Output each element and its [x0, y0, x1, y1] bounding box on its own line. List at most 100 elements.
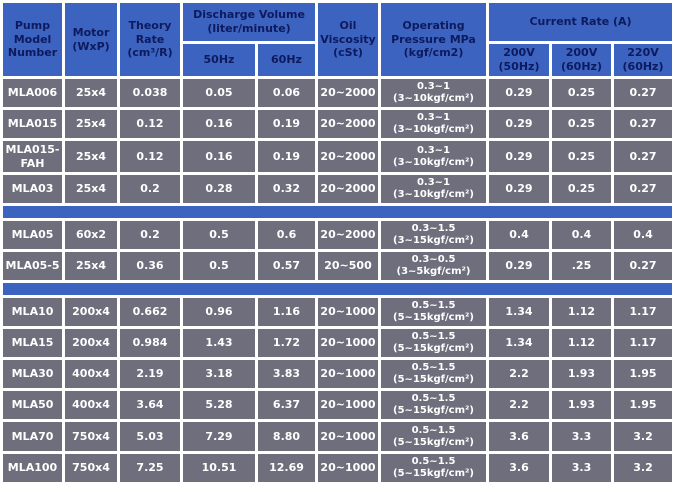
- cell-current-220v-60hz: 0.4: [614, 220, 673, 250]
- cell-current-200v-50hz: 1.34: [489, 328, 549, 358]
- cell-discharge-50hz: 0.28: [183, 175, 255, 204]
- cell-oil-viscosity: 20~2000: [318, 110, 378, 139]
- cell-discharge-50hz: 7.29: [183, 422, 255, 451]
- cell-motor: 60x2: [65, 220, 117, 250]
- cell-discharge-60hz: 6.37: [258, 391, 315, 420]
- cell-operating-pressure: 0.3~1 (3~10kgf/cm²): [381, 79, 486, 108]
- col-header-current-rate: Current Rate (A): [489, 3, 673, 41]
- cell-oil-viscosity: 20~1000: [318, 453, 378, 482]
- header-row-top: Pump Model Number Motor (WxP) Theory Rat…: [3, 3, 673, 76]
- cell-current-220v-60hz: 1.95: [614, 391, 673, 420]
- cell-pump-model: MLA70: [3, 422, 62, 451]
- cell-motor: 25x4: [65, 141, 117, 173]
- col-header-current-200v-60hz: 200V (60Hz): [552, 44, 611, 76]
- cell-discharge-50hz: 0.16: [183, 141, 255, 173]
- cell-current-200v-60hz: 1.93: [552, 360, 611, 389]
- cell-theory-rate: 0.36: [120, 252, 180, 281]
- cell-discharge-50hz: 5.28: [183, 391, 255, 420]
- cell-operating-pressure: 0.5~1.5 (5~15kgf/cm²): [381, 453, 486, 482]
- cell-current-220v-60hz: 0.27: [614, 110, 673, 139]
- cell-current-200v-60hz: 0.25: [552, 175, 611, 204]
- cell-theory-rate: 0.2: [120, 220, 180, 250]
- cell-theory-rate: 0.12: [120, 110, 180, 139]
- col-header-discharge-volume: Discharge Volume (liter/minute): [183, 3, 315, 41]
- cell-current-200v-50hz: 0.29: [489, 141, 549, 173]
- cell-current-200v-50hz: 0.4: [489, 220, 549, 250]
- cell-current-200v-60hz: 1.12: [552, 297, 611, 326]
- cell-theory-rate: 0.662: [120, 297, 180, 326]
- col-header-motor: Motor (WxP): [65, 3, 117, 76]
- col-header-theory-rate: Theory Rate (cm³/R): [120, 3, 180, 76]
- cell-oil-viscosity: 20~1000: [318, 422, 378, 451]
- table-body: MLA006 25x4 0.038 0.05 0.06 20~2000 0.3~1 (3~1…: [3, 79, 673, 482]
- section-separator: [3, 206, 673, 218]
- cell-pump-model: MLA50: [3, 391, 62, 420]
- col-header-discharge-50hz: 50Hz: [183, 44, 255, 76]
- col-header-pump-model: Pump Model Number: [3, 3, 62, 76]
- cell-current-220v-60hz: 3.2: [614, 453, 673, 482]
- cell-oil-viscosity: 20~2000: [318, 175, 378, 204]
- cell-motor: 200x4: [65, 328, 117, 358]
- cell-operating-pressure: 0.3~1.5 (3~15kgf/cm²): [381, 220, 486, 250]
- cell-discharge-60hz: 3.83: [258, 360, 315, 389]
- table-row: MLA015-FAH 25x4 0.12 0.16 0.19 20~2000 0.3~1 (…: [3, 141, 673, 173]
- cell-motor: 200x4: [65, 297, 117, 326]
- table-row: MLA006 25x4 0.038 0.05 0.06 20~2000 0.3~1 (3~1…: [3, 79, 673, 108]
- cell-operating-pressure: 0.3~1 (3~10kgf/cm²): [381, 110, 486, 139]
- cell-operating-pressure: 0.5~1.5 (5~15kgf/cm²): [381, 422, 486, 451]
- cell-motor: 25x4: [65, 175, 117, 204]
- cell-current-200v-60hz: 0.25: [552, 79, 611, 108]
- cell-theory-rate: 7.25: [120, 453, 180, 482]
- cell-discharge-50hz: 0.96: [183, 297, 255, 326]
- cell-motor: 400x4: [65, 391, 117, 420]
- cell-discharge-50hz: 0.5: [183, 252, 255, 281]
- table-row: MLA015 25x4 0.12 0.16 0.19 20~2000 0.3~1 (3~10…: [3, 110, 673, 139]
- cell-theory-rate: 3.64: [120, 391, 180, 420]
- cell-current-200v-50hz: 3.6: [489, 422, 549, 451]
- cell-discharge-60hz: 0.32: [258, 175, 315, 204]
- table-header: Pump Model Number Motor (WxP) Theory Rat…: [3, 3, 673, 76]
- table-row: MLA70 750x4 5.03 7.29 8.80 20~1000 0.5~1.5 (5~…: [3, 422, 673, 451]
- cell-pump-model: MLA30: [3, 360, 62, 389]
- cell-discharge-50hz: 1.43: [183, 328, 255, 358]
- cell-pump-model: MLA15: [3, 328, 62, 358]
- cell-current-200v-60hz: 0.25: [552, 110, 611, 139]
- cell-current-200v-60hz: 1.12: [552, 328, 611, 358]
- cell-motor: 25x4: [65, 110, 117, 139]
- cell-oil-viscosity: 20~1000: [318, 297, 378, 326]
- cell-operating-pressure: 0.5~1.5 (5~15kgf/cm²): [381, 297, 486, 326]
- cell-operating-pressure: 0.5~1.5 (5~15kgf/cm²): [381, 391, 486, 420]
- cell-current-220v-60hz: 1.17: [614, 297, 673, 326]
- table-row: MLA05 60x2 0.2 0.5 0.6 20~2000 0.3~1.5 (3~15kg…: [3, 220, 673, 250]
- cell-pump-model: MLA006: [3, 79, 62, 108]
- header-row-sub: 50Hz 60Hz 200V (50Hz) 200V (60Hz) 220V (…: [3, 44, 673, 76]
- cell-motor: 750x4: [65, 422, 117, 451]
- cell-current-200v-50hz: 0.29: [489, 175, 549, 204]
- cell-operating-pressure: 0.5~1.5 (5~15kgf/cm²): [381, 360, 486, 389]
- cell-pump-model: MLA03: [3, 175, 62, 204]
- cell-operating-pressure: 0.3~1 (3~10kgf/cm²): [381, 175, 486, 204]
- col-header-oil-viscosity: Oil Viscosity (cSt): [318, 3, 378, 76]
- cell-discharge-60hz: 1.72: [258, 328, 315, 358]
- cell-current-200v-50hz: 0.29: [489, 252, 549, 281]
- cell-oil-viscosity: 20~2000: [318, 141, 378, 173]
- cell-pump-model: MLA015: [3, 110, 62, 139]
- cell-discharge-50hz: 0.16: [183, 110, 255, 139]
- cell-current-200v-50hz: 1.34: [489, 297, 549, 326]
- section-separator-bar: [3, 206, 673, 218]
- table-row: MLA100 750x4 7.25 10.51 12.69 20~1000 0.5~1.5 …: [3, 453, 673, 482]
- cell-pump-model: MLA10: [3, 297, 62, 326]
- cell-motor: 750x4: [65, 453, 117, 482]
- cell-theory-rate: 0.12: [120, 141, 180, 173]
- cell-current-200v-60hz: 0.25: [552, 141, 611, 173]
- cell-motor: 400x4: [65, 360, 117, 389]
- cell-discharge-60hz: 0.19: [258, 141, 315, 173]
- cell-discharge-60hz: 1.16: [258, 297, 315, 326]
- cell-oil-viscosity: 20~2000: [318, 79, 378, 108]
- cell-current-220v-60hz: 1.95: [614, 360, 673, 389]
- col-header-current-200v-50hz: 200V (50Hz): [489, 44, 549, 76]
- table-row: MLA50 400x4 3.64 5.28 6.37 20~1000 0.5~1.5 (5~…: [3, 391, 673, 420]
- cell-discharge-60hz: 0.19: [258, 110, 315, 139]
